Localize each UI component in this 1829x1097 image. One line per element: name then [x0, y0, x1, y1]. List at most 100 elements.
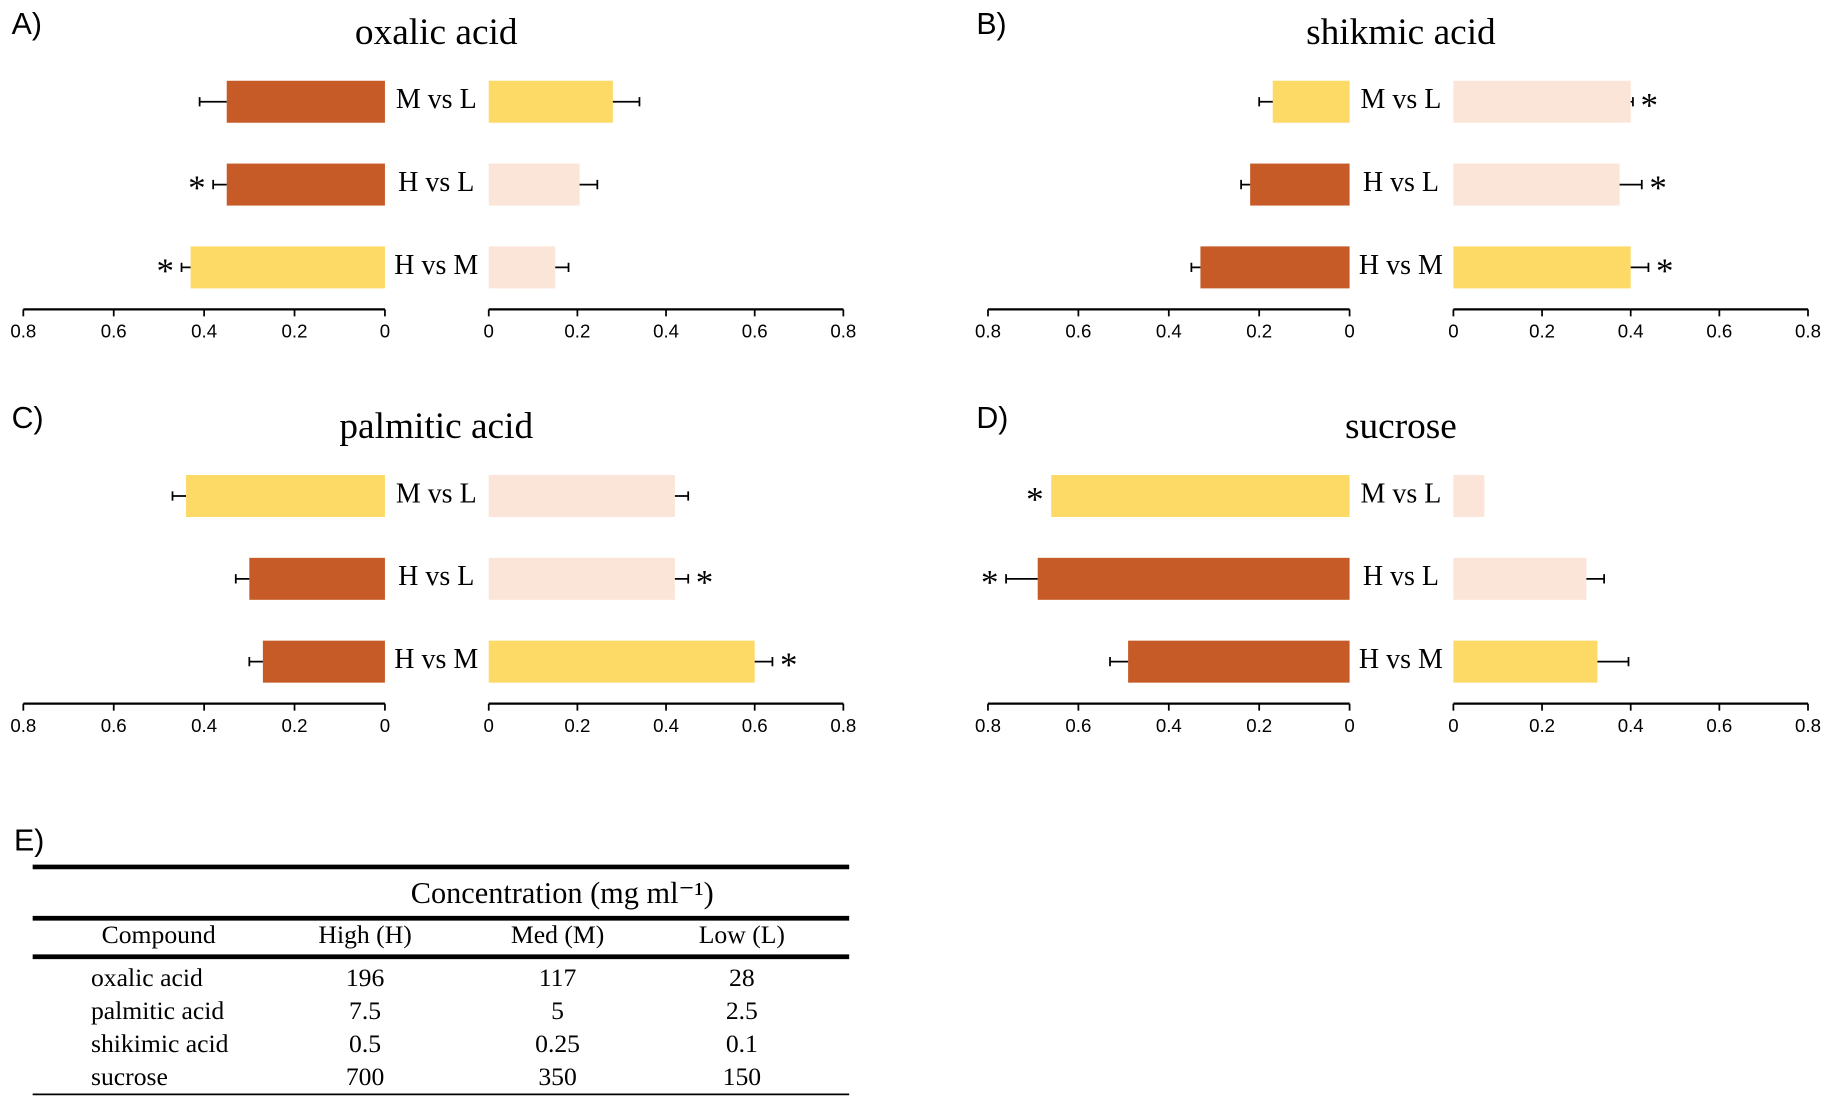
x-tick-label: 0 — [484, 715, 494, 736]
x-tick-label: 0.4 — [1156, 321, 1182, 342]
table-cell: oxalic acid — [91, 963, 203, 992]
table-cell: 0.1 — [726, 1029, 758, 1058]
x-tick-label: 0.6 — [742, 321, 768, 342]
significance-marker: * — [1656, 251, 1674, 290]
x-tick-label: 0 — [1448, 715, 1458, 736]
x-tick-label: 0 — [380, 715, 390, 736]
error-bar — [1190, 262, 1201, 273]
x-tick-label: 0.4 — [653, 321, 679, 342]
table-cell: sucrose — [91, 1062, 168, 1091]
bar — [1037, 557, 1350, 600]
x-tick-label: 0.8 — [975, 715, 1001, 736]
x-tick-label: 0.2 — [1529, 321, 1555, 342]
column-header: High (H) — [318, 920, 411, 949]
error-bar — [1597, 656, 1630, 667]
error-bar — [234, 574, 250, 584]
column-header: Low (L) — [699, 920, 785, 949]
error-bar — [674, 491, 690, 501]
category-label: M vs L — [396, 84, 477, 115]
x-tick-label: 0.6 — [1706, 321, 1732, 342]
bar — [488, 163, 580, 206]
bar — [262, 640, 385, 683]
table-cell: 700 — [346, 1062, 384, 1091]
x-tick-label: 0.4 — [191, 715, 217, 736]
error-bar — [754, 656, 774, 667]
x-tick-label: 0.8 — [10, 715, 36, 736]
error-bar — [674, 574, 690, 584]
bar — [488, 475, 675, 518]
error-bar — [555, 262, 570, 273]
table-title: Concentration (mg ml⁻¹) — [411, 876, 714, 910]
panel-label: B) — [976, 8, 1006, 41]
bar — [1453, 80, 1631, 123]
x-tick-label: 0.4 — [653, 715, 679, 736]
significance-marker: * — [188, 169, 205, 208]
error-bar — [1630, 262, 1650, 273]
bar — [249, 557, 385, 600]
x-tick-label: 0.4 — [1618, 321, 1644, 342]
error-bar — [248, 656, 263, 667]
table-cell: 350 — [538, 1062, 576, 1091]
x-tick-label: 0.8 — [830, 321, 856, 342]
table-cell: palmitic acid — [91, 996, 224, 1025]
x-tick-label: 0.2 — [282, 715, 308, 736]
bar — [1200, 246, 1350, 289]
chart-title: sucrose — [1345, 406, 1457, 447]
x-tick-label: 0.6 — [1706, 715, 1732, 736]
significance-marker: * — [981, 563, 999, 602]
panel-label: A) — [12, 8, 42, 41]
table-cell: 196 — [346, 963, 385, 992]
table-cell: 117 — [539, 963, 577, 992]
category-label: H vs L — [1363, 167, 1439, 198]
bar — [488, 246, 556, 289]
table-cell: 150 — [723, 1062, 761, 1091]
chart-title: oxalic acid — [355, 12, 518, 53]
category-label: H vs M — [394, 644, 478, 675]
category-label: H vs L — [398, 561, 474, 592]
x-tick-label: 0.2 — [1529, 715, 1555, 736]
panel-label: E) — [14, 824, 44, 857]
x-tick-label: 0 — [1448, 321, 1458, 342]
bar — [1453, 246, 1631, 289]
bar — [1453, 163, 1620, 206]
error-bar — [1619, 179, 1643, 190]
bar — [488, 640, 755, 683]
error-bar — [1586, 574, 1605, 584]
significance-marker: * — [1026, 480, 1044, 519]
column-header: Compound — [102, 920, 216, 949]
x-tick-label: 0.2 — [564, 715, 590, 736]
bar — [1272, 80, 1350, 123]
table-cell: 2.5 — [726, 996, 758, 1025]
category-label: M vs L — [396, 478, 477, 509]
category-label: H vs L — [1363, 561, 1439, 592]
table-cell: shikimic acid — [91, 1029, 229, 1058]
bar — [226, 163, 385, 206]
bar — [186, 475, 385, 518]
significance-marker: * — [1640, 86, 1657, 125]
bar — [226, 80, 385, 123]
error-bar — [212, 179, 227, 190]
chart-title: shikmic acid — [1306, 12, 1496, 53]
error-bar — [1005, 574, 1038, 584]
x-tick-label: 0.8 — [975, 321, 1001, 342]
x-tick-label: 0.4 — [1618, 715, 1644, 736]
bar — [1128, 640, 1350, 683]
x-tick-label: 0.6 — [1065, 321, 1091, 342]
error-bar — [1109, 656, 1129, 667]
bar — [488, 557, 675, 600]
error-bar — [612, 97, 641, 107]
error-bar — [1240, 179, 1251, 190]
x-tick-label: 0.4 — [191, 321, 217, 342]
category-label: M vs L — [1360, 478, 1441, 509]
bar — [1051, 475, 1350, 518]
error-bar — [1258, 97, 1273, 107]
x-tick-label: 0.2 — [282, 321, 308, 342]
bar — [1453, 475, 1485, 518]
panel-label: D) — [976, 402, 1008, 435]
x-tick-label: 0.8 — [830, 715, 856, 736]
significance-marker: * — [156, 251, 174, 290]
table-cell: 5 — [551, 996, 564, 1025]
table-cell: 0.25 — [535, 1029, 580, 1058]
x-tick-label: 0.4 — [1156, 715, 1182, 736]
